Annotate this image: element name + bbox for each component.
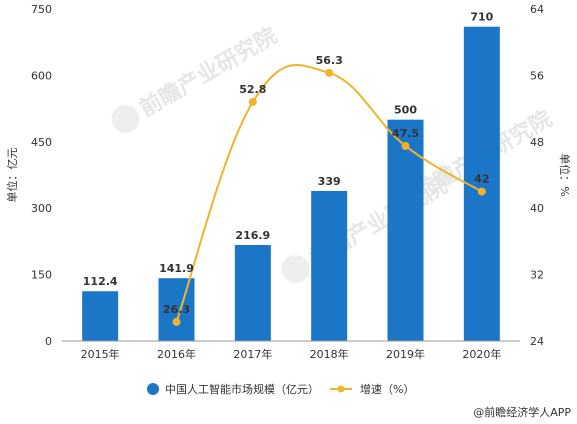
growth-line [175, 64, 483, 323]
y2-axis-ticks: 24 32 40 48 56 64 [530, 3, 544, 348]
bar-labels: 112.4 141.9 216.9 339 500 710 [83, 11, 494, 289]
bar-value-label: 339 [318, 175, 341, 188]
y-tick-label: 0 [45, 335, 52, 348]
bar-value-label: 500 [394, 104, 417, 117]
bar [82, 291, 119, 341]
legend-bar-marker [147, 383, 159, 395]
bar-series [82, 26, 500, 342]
growth-point [401, 141, 410, 150]
y-axis-ticks: 0 150 300 450 600 750 [31, 3, 52, 348]
growth-value-label: 42 [474, 173, 489, 186]
legend-line-label: 增速（%） [360, 382, 414, 396]
y2-tick-label: 24 [530, 335, 544, 348]
growth-value-label: 47.5 [392, 127, 419, 140]
y-tick-label: 300 [31, 202, 52, 215]
line-series [172, 64, 486, 326]
bar [234, 244, 271, 341]
bar [158, 278, 195, 341]
x-tick-label: 2016年 [157, 347, 196, 361]
bar [387, 119, 424, 342]
legend: 中国人工智能市场规模（亿元） 增速（%） [147, 382, 414, 396]
growth-value-label: 52.8 [239, 83, 266, 96]
y2-tick-label: 40 [530, 202, 544, 215]
x-tick-label: 2019年 [386, 347, 425, 361]
y2-tick-label: 32 [530, 269, 544, 282]
y-tick-label: 450 [31, 136, 52, 149]
y-tick-label: 150 [31, 269, 52, 282]
y-tick-label: 600 [31, 69, 52, 82]
growth-point [325, 68, 334, 77]
y-tick-label: 750 [31, 3, 52, 16]
source-credit: @前瞻经济学人APP [473, 405, 571, 419]
watermark: 前瞻产业研究院 [111, 23, 282, 134]
y-axis-title: 单位：亿元 [5, 148, 19, 203]
bar-value-label: 141.9 [159, 262, 194, 275]
bar-value-label: 216.9 [235, 229, 270, 242]
legend-bar-label: 中国人工智能市场规模（亿元） [165, 382, 319, 396]
x-tick-label: 2018年 [310, 347, 349, 361]
watermark-logo-icon [281, 255, 310, 284]
x-tick-label: 2020年 [462, 347, 501, 361]
bar [463, 26, 500, 342]
x-tick-label: 2017年 [233, 347, 272, 361]
line-labels: 26.3 52.8 56.3 47.5 42 [163, 54, 490, 316]
y2-axis-title: 单位：% [558, 153, 572, 196]
legend-line-dot [337, 385, 345, 393]
growth-point [172, 317, 181, 326]
watermark-text: 前瞻产业研究院 [135, 23, 281, 123]
bar-value-label: 112.4 [83, 275, 118, 288]
bar [311, 190, 348, 341]
bar-value-label: 710 [470, 11, 493, 24]
x-axis-ticks: 2015年 2016年 2017年 2018年 2019年 2020年 [81, 347, 502, 361]
growth-value-label: 26.3 [163, 303, 190, 316]
y2-tick-label: 56 [530, 69, 544, 82]
x-tick-label: 2015年 [81, 347, 120, 361]
watermark-logo-icon [111, 105, 140, 134]
y2-tick-label: 48 [530, 136, 544, 149]
y2-tick-label: 64 [530, 3, 544, 16]
growth-point [248, 97, 257, 106]
growth-value-label: 56.3 [316, 54, 343, 67]
growth-point [477, 187, 486, 196]
